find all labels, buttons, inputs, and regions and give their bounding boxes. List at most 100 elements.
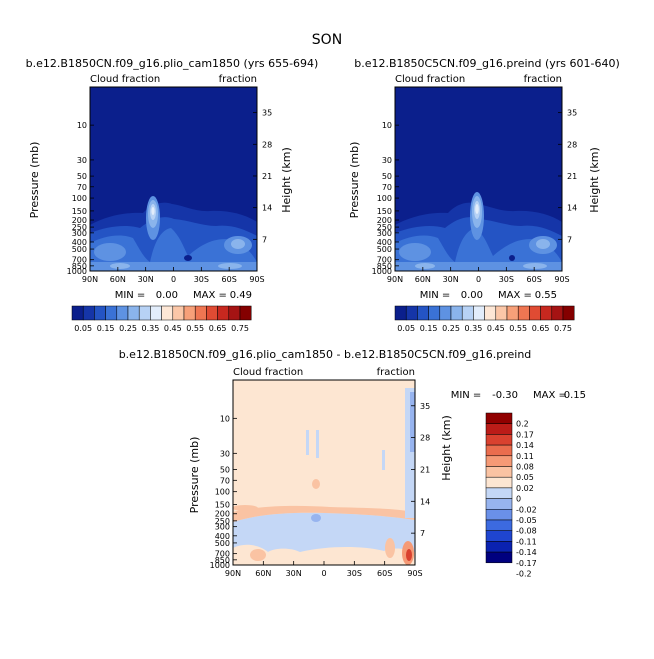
- colorbar-box: [127, 305, 140, 321]
- pressure-tick-label: 1000: [372, 267, 392, 276]
- pressure-tick-label: 70: [382, 183, 392, 192]
- colorbar-box: [529, 305, 541, 321]
- pressure-tick-label: 50: [77, 172, 87, 181]
- colorbar-label: 0.17: [516, 430, 534, 439]
- colorbar-box: [172, 305, 185, 321]
- cloud-blob-east-core: [231, 239, 245, 249]
- height-tick-label: 21: [262, 172, 272, 181]
- cloud-gap: [184, 255, 192, 261]
- panel-right-max-label: MAX =: [498, 290, 532, 301]
- diff-strong-positive: [406, 549, 412, 561]
- cloud-bl-west: [110, 263, 130, 269]
- height-tick-label: 35: [567, 109, 577, 118]
- latitude-tick-label: 30S: [194, 275, 209, 284]
- cloud-blob-east-core: [536, 239, 550, 249]
- colorbar-label: 0.08: [516, 463, 534, 472]
- height-tick-label: 35: [420, 402, 430, 411]
- latitude-tick-label: 90N: [387, 275, 403, 284]
- pressure-tick-label: 150: [72, 207, 87, 216]
- colorbar-box: [485, 412, 513, 424]
- pressure-tick-label: 200: [377, 216, 392, 225]
- colorbar-label: 0.65: [532, 324, 550, 333]
- panel-right-min-value: 0.00: [461, 290, 483, 301]
- cloud-bl-east: [523, 263, 547, 269]
- colorbar-label: -0.17: [516, 559, 537, 568]
- pressure-tick-label: 30: [382, 156, 392, 165]
- panel-diff-title: b.e12.B1850CN.f09_g16.plio_cam1850 - b.e…: [119, 348, 532, 361]
- diff-positive-west: [233, 505, 258, 511]
- pressure-tick-label: 850: [377, 262, 392, 271]
- panel-diff-min-label: MIN =: [451, 390, 482, 401]
- panel-left-min-value: 0.00: [156, 290, 178, 301]
- latitude-tick-label: 90S: [407, 569, 422, 578]
- diff-positive-se: [385, 538, 395, 558]
- pressure-tick-label: 1000: [67, 267, 87, 276]
- latitude-tick-label: 90S: [249, 275, 264, 284]
- colorbar-label: 0.25: [119, 324, 137, 333]
- colorbar-label: 0.25: [442, 324, 460, 333]
- colorbar-box: [485, 466, 513, 478]
- colorbar-box: [540, 305, 553, 321]
- pressure-tick-label: 100: [72, 194, 87, 203]
- colorbar-label: 0.45: [164, 324, 182, 333]
- panel-right-title: b.e12.B1850C5CN.f09_g16.preind (yrs 601-…: [354, 57, 620, 70]
- colorbar-box: [183, 305, 196, 321]
- colorbar-box: [82, 305, 95, 321]
- colorbar-box: [562, 305, 575, 321]
- pressure-tick-label: 250: [377, 223, 392, 232]
- pressure-tick-label: 200: [72, 216, 87, 225]
- latitude-tick-label: 60N: [255, 569, 271, 578]
- panel-left-max-value: 0.49: [230, 290, 252, 301]
- colorbar-label: 0.05: [397, 324, 415, 333]
- colorbar-box: [439, 305, 452, 321]
- height-tick-label: 28: [567, 140, 577, 149]
- cloud-boundary-layer: [395, 262, 562, 271]
- colorbar-label: 0.2: [516, 420, 529, 429]
- colorbar-label: 0.55: [509, 324, 527, 333]
- panel-diff-colorbar: 0.20.17 0.14 0.11 0.080.05 0.02 0-0.02 -0.05 -0…: [485, 412, 537, 579]
- diff-polar-negative: [405, 388, 415, 518]
- colorbar-box: [517, 305, 530, 321]
- colorbar-box: [194, 305, 207, 321]
- pressure-tick-label: 400: [377, 238, 392, 247]
- colorbar-box: [495, 305, 508, 321]
- diff-lower-neutral: [233, 544, 415, 565]
- pressure-tick-label: 700: [377, 256, 392, 265]
- cloud-contour-l3: [90, 228, 257, 271]
- colorbar-box: [405, 305, 418, 321]
- panel-left-ylabel: Pressure (mb): [28, 142, 41, 219]
- height-tick-label: 7: [262, 235, 267, 244]
- pressure-tick-label: 300: [377, 229, 392, 238]
- pressure-tick-label: 10: [382, 121, 392, 130]
- colorbar-label: 0.05: [516, 473, 534, 482]
- diff-negative-center: [311, 514, 321, 522]
- panel-right-ylabel: Pressure (mb): [348, 142, 361, 219]
- panel-right-field: [395, 87, 562, 271]
- panel-left-axes: 1030507010015020025030040050070085010007…: [67, 109, 273, 284]
- cloud-boundary-layer: [90, 262, 257, 271]
- panel-diff-max-value: 0.15: [564, 390, 586, 401]
- pressure-tick-label: 250: [72, 223, 87, 232]
- panel-right-min-label: MIN =: [420, 290, 451, 301]
- colorbar-box: [485, 487, 513, 499]
- panel-diff: b.e12.B1850CN.f09_g16.plio_cam1850 - b.e…: [119, 348, 586, 579]
- diff-positive-center: [312, 479, 320, 489]
- colorbar-label: 0.75: [554, 324, 572, 333]
- diff-streak-2: [316, 430, 319, 458]
- colorbar-label: -0.02: [516, 505, 537, 514]
- colorbar-label: -0.2: [516, 570, 532, 579]
- panel-left-field: [90, 87, 257, 271]
- panel-left-y2label: Height (km): [280, 147, 293, 213]
- colorbar-box: [485, 519, 513, 531]
- latitude-tick-label: 60S: [527, 275, 542, 284]
- colorbar-label: 0.35: [464, 324, 482, 333]
- colorbar-box: [206, 305, 218, 321]
- panel-right-right-label: fraction: [524, 74, 562, 85]
- latitude-tick-label: 0: [321, 569, 326, 578]
- panel-right-max-value: 0.55: [535, 290, 557, 301]
- pressure-tick-label: 10: [220, 414, 230, 423]
- latitude-tick-label: 0: [476, 275, 481, 284]
- pressure-tick-label: 200: [215, 510, 230, 519]
- pressure-tick-label: 150: [377, 207, 392, 216]
- panel-diff-left-label: Cloud fraction: [233, 367, 303, 378]
